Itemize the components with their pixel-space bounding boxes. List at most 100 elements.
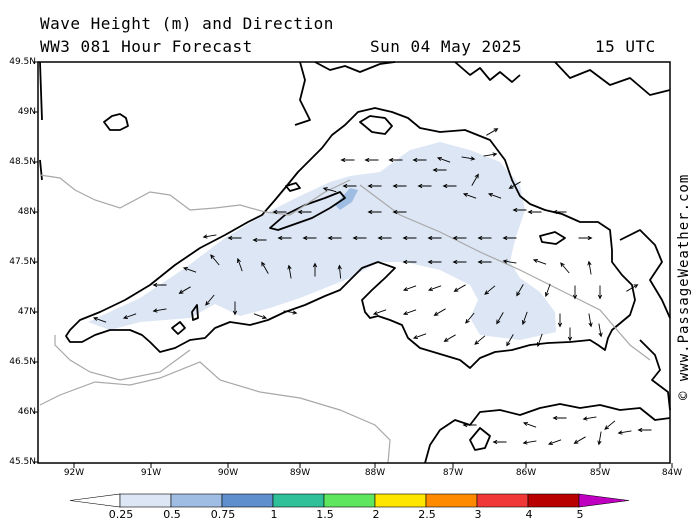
wave-arrow [442, 183, 457, 189]
borders [39, 174, 651, 464]
wave-arrow [182, 266, 197, 273]
legend-swatch [374, 493, 427, 508]
wave-arrow [588, 313, 593, 328]
wave-arrow [392, 209, 407, 215]
wave-arrow [502, 259, 517, 264]
wave-arrow [427, 259, 442, 265]
lon-label: 90W [217, 468, 239, 478]
wave-arrow [337, 264, 342, 279]
wave-arrow [597, 285, 603, 300]
credit-text: © www.PassageWeather.com [676, 173, 692, 400]
lat-label: 48N [17, 207, 36, 217]
legend-swatch [272, 493, 325, 508]
wave-arrow [573, 436, 586, 444]
wave-arrow [587, 260, 592, 275]
wave-arrow [483, 152, 498, 157]
axis-ticks [33, 61, 673, 468]
wave-arrow [471, 173, 479, 186]
direction-arrows [92, 128, 652, 446]
lon-label: 86W [515, 468, 537, 478]
wave-arrow [402, 259, 417, 265]
wave-arrow [536, 333, 543, 348]
wave-arrow [210, 254, 220, 266]
wave-arrow [626, 284, 639, 292]
wave-arrow [617, 430, 632, 435]
wave-arrow [178, 286, 191, 294]
wave-arrow [461, 156, 476, 161]
wave-arrow [572, 285, 578, 300]
legend-label: 1.5 [316, 508, 334, 521]
wave-arrow [205, 294, 215, 306]
forecast-time: 15 UTC [595, 37, 656, 56]
wave-arrow [261, 261, 269, 274]
lon-label: 84W [661, 468, 683, 478]
wave-arrow [522, 440, 537, 445]
wave-arrow [232, 301, 238, 316]
wave-arrow [436, 156, 451, 163]
wave-arrow [417, 183, 432, 189]
wave-arrow [604, 420, 616, 430]
wave-arrow [598, 323, 603, 338]
wave-arrow [487, 192, 502, 199]
wave-arrow [367, 209, 382, 215]
wave-arrow [637, 427, 652, 433]
wave-arrow [552, 209, 567, 215]
wave-arrow [236, 257, 243, 272]
legend-swatch [170, 493, 223, 508]
wave-arrow [486, 128, 499, 136]
wave-arrow [544, 283, 551, 298]
wave-arrow [277, 235, 292, 241]
lat-label: 45.5N [9, 457, 36, 467]
wave-arrow [567, 327, 573, 342]
legend-label: 1 [270, 508, 278, 521]
wave-arrow [227, 235, 242, 241]
forecast-label: WW3 081 Hour Forecast [40, 37, 253, 56]
wave-arrow [547, 439, 562, 446]
wave-arrow [512, 207, 527, 213]
wave-arrow [272, 209, 287, 215]
wave-fill-low [88, 142, 556, 340]
wave-arrow [364, 157, 379, 163]
lat-label: 46N [17, 407, 36, 417]
wave-arrow [342, 183, 357, 189]
wave-arrow [474, 335, 486, 345]
legend-label: 2.5 [418, 508, 436, 521]
wave-arrow [340, 157, 355, 163]
lon-label: 85W [589, 468, 611, 478]
wave-arrow [352, 235, 367, 241]
wave-arrow [327, 235, 342, 241]
wave-arrow [452, 259, 467, 265]
wave-arrow [388, 157, 403, 163]
wave-arrow [252, 237, 267, 243]
wave-arrow [508, 181, 521, 189]
wave-arrow [412, 333, 427, 340]
lat-label: 47.5N [9, 257, 36, 267]
lon-label: 91W [140, 468, 162, 478]
wave-arrow [297, 209, 312, 215]
map-title: Wave Height (m) and Direction [40, 14, 334, 33]
lat-label: 48.5N [9, 157, 36, 167]
wave-arrow [372, 309, 387, 316]
wave-arrow [597, 431, 602, 446]
lat-label: 46.5N [9, 357, 36, 367]
wave-arrow [253, 313, 268, 320]
wave-arrow [287, 264, 292, 279]
wave-arrow [152, 308, 167, 313]
legend-label: 5 [576, 508, 584, 521]
wave-arrow [532, 258, 547, 265]
wave-arrow [122, 313, 137, 320]
wave-arrow [322, 187, 337, 193]
legend-swatch [476, 493, 529, 508]
lat-label: 47N [17, 307, 36, 317]
legend-swatch [69, 493, 121, 508]
wave-fill-mid [335, 188, 358, 210]
wave-arrow [516, 284, 524, 297]
wave-arrow [527, 209, 542, 215]
wave-arrow [283, 310, 298, 315]
wave-arrow [412, 157, 427, 163]
wave-arrow [506, 334, 514, 347]
lon-label: 87W [442, 468, 464, 478]
wave-arrow [477, 259, 492, 265]
wave-arrow [402, 285, 417, 292]
